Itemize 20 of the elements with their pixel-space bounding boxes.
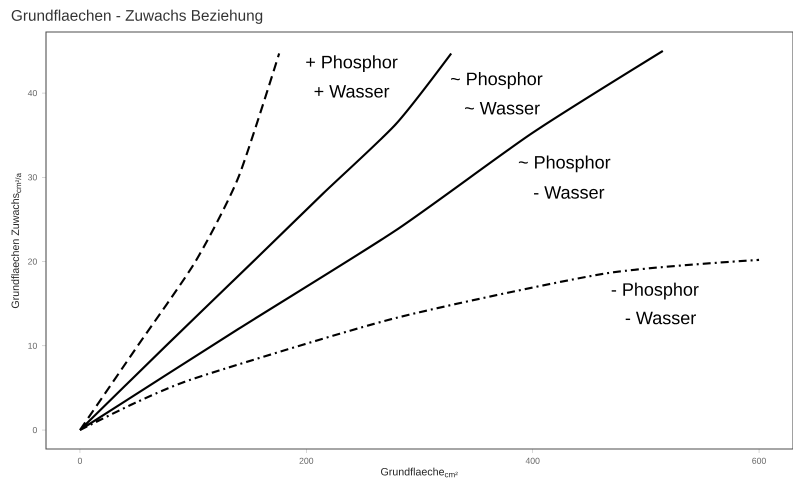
x-tick-label: 200 (300, 458, 314, 464)
annotation: ~ Wasser (465, 102, 540, 115)
x-tick-label: 600 (752, 458, 766, 464)
annotation: + Phosphor (306, 55, 398, 72)
y-tick-label: 40 (28, 90, 37, 96)
x-tick-label: 400 (526, 458, 540, 464)
x-axis-title: Grundflaeche$_{cm²}$ (381, 468, 458, 478)
y-tick-label: 10 (28, 342, 37, 349)
y-tick-label: 30 (28, 174, 37, 180)
y-tick-label: 0 (32, 426, 37, 434)
y-tick-label: 20 (28, 258, 37, 265)
annotation: ~ Phosphor (451, 72, 542, 89)
y-axis-title: Grundflaechen Zuwachs$_{cm²/a}$ (11, 173, 22, 308)
annotation: - Wasser (534, 186, 604, 199)
annotation: - Phosphor (612, 282, 699, 300)
annotation: ~ Phosphor (518, 155, 610, 172)
annotation: + Wasser (314, 85, 390, 98)
x-tick-label: 0 (78, 458, 82, 464)
annotation: - Wasser (626, 312, 696, 324)
chart-title: Grundflaechen - Zuwachs Beziehung (12, 10, 262, 24)
